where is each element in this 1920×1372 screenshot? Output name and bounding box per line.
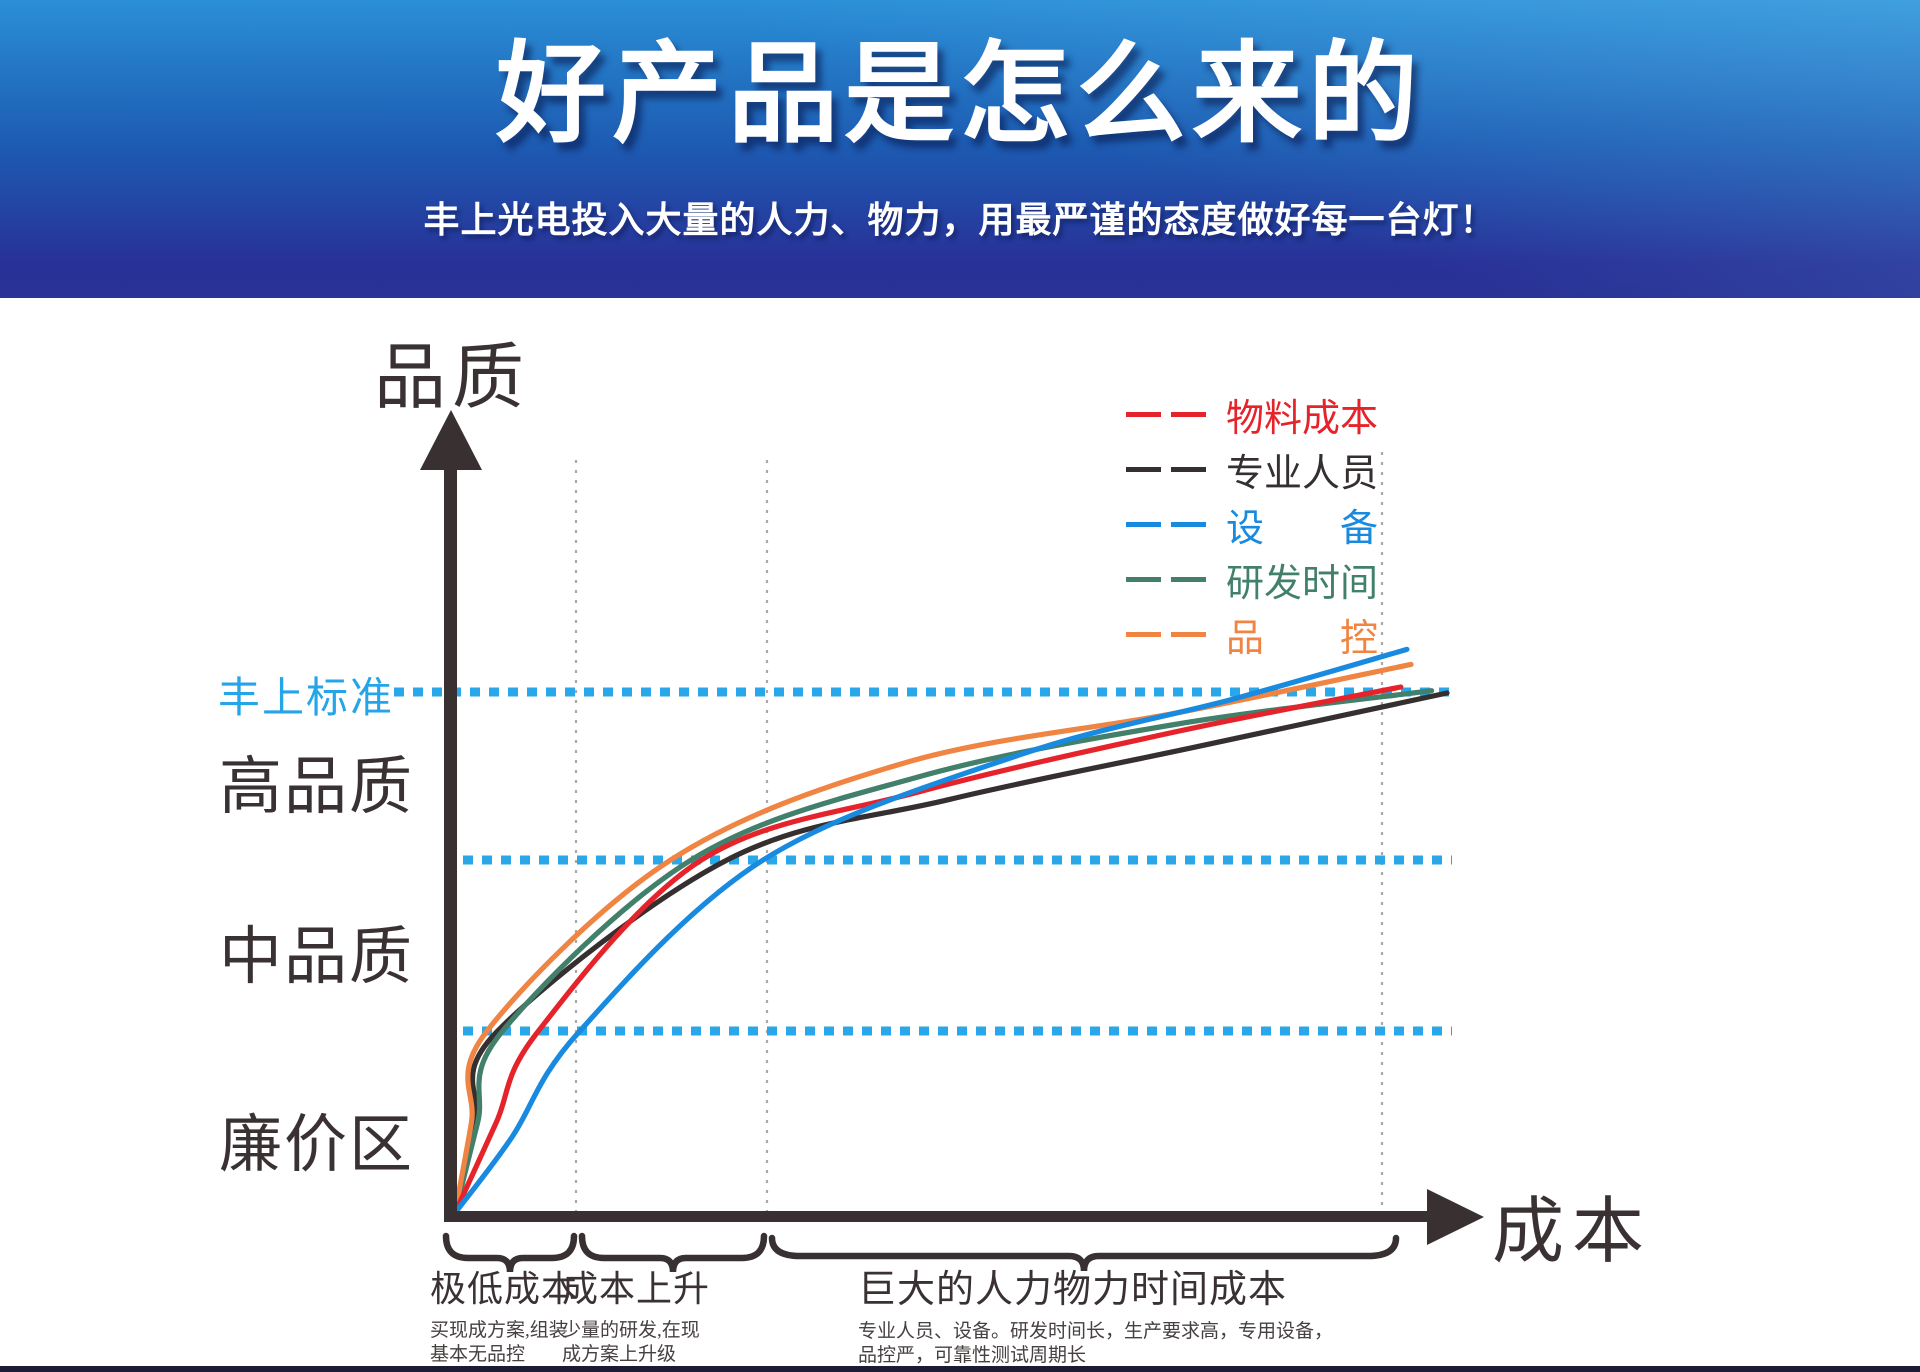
legend-label: 专业人员 bbox=[1226, 453, 1379, 495]
legend-item-equipment: 设备 bbox=[1126, 497, 1378, 552]
bottom-border-bar bbox=[0, 1366, 1920, 1372]
curve-material-cost bbox=[452, 684, 1404, 1216]
page-subtitle: 丰上光电投入大量的人力、物力，用最严谨的态度做好每一台灯！ bbox=[423, 199, 1497, 240]
x-axis-arrow-icon bbox=[1427, 1189, 1484, 1245]
legend-item-material-cost: 物料成本 bbox=[1126, 387, 1378, 442]
axes bbox=[420, 410, 1484, 1245]
note-line: 基本无品控 bbox=[430, 1344, 526, 1365]
legend-item-quality-control: 品控 bbox=[1126, 607, 1378, 662]
legend-dash-icon bbox=[1126, 522, 1206, 527]
cost-section-title: 巨大的人力物力时间成本 bbox=[858, 1269, 1288, 1311]
legend: 物料成本 专业人员 设备 研发时间 品控 bbox=[1126, 387, 1378, 662]
page-title: 好产品是怎么来的 bbox=[496, 33, 1424, 156]
curve-rd-time bbox=[452, 688, 1435, 1216]
cost-section-note: 买现成方案,组装 基本无品控 bbox=[430, 1319, 578, 1367]
note-line: 买现成方案,组装 bbox=[430, 1320, 568, 1341]
cost-section-low: 极低成本 买现成方案,组装 基本无品控 bbox=[430, 1260, 578, 1367]
legend-dash-icon bbox=[1126, 632, 1206, 637]
note-line: 少量的研发,在现 bbox=[562, 1320, 700, 1341]
cost-section-note: 少量的研发,在现 成方案上升级 bbox=[562, 1319, 710, 1367]
cost-section-note: 专业人员、设备。研发时间长，生产要求高，专用设备， 品控严，可靠性测试周期长 bbox=[858, 1320, 1333, 1368]
header-banner: 好产品是怎么来的 丰上光电投入大量的人力、物力，用最严谨的态度做好每一台灯！ bbox=[0, 0, 1920, 298]
x-axis-title: 成本 bbox=[1492, 1192, 1653, 1272]
curve-quality-control bbox=[452, 661, 1414, 1216]
brace-huge-cost bbox=[768, 1234, 1400, 1272]
y-axis-line bbox=[444, 462, 457, 1222]
region-label-mid: 中品质 bbox=[219, 922, 414, 992]
cost-section-title: 极低成本 bbox=[430, 1269, 579, 1309]
curves-group bbox=[452, 646, 1450, 1216]
y-axis-title: 品质 bbox=[374, 338, 531, 418]
legend-item-professionals: 专业人员 bbox=[1126, 442, 1378, 497]
note-line: 品控严，可靠性测试周期长 bbox=[858, 1345, 1087, 1366]
cost-section-huge: 巨大的人力物力时间成本 专业人员、设备。研发时间长，生产要求高，专用设备， 品控… bbox=[858, 1258, 1333, 1368]
region-label-cheap: 廉价区 bbox=[219, 1110, 414, 1180]
cost-section-title: 成本上升 bbox=[562, 1269, 711, 1309]
legend-label: 研发时间 bbox=[1226, 563, 1379, 605]
x-axis-line bbox=[444, 1211, 1428, 1222]
curve-equipment bbox=[452, 646, 1410, 1216]
standard-line-label: 丰上标准 bbox=[218, 676, 395, 722]
legend-label: 品控 bbox=[1226, 618, 1378, 660]
y-axis-arrow-icon bbox=[420, 410, 482, 470]
legend-label: 设备 bbox=[1226, 508, 1378, 550]
brace-low-cost bbox=[442, 1232, 578, 1273]
legend-label: 物料成本 bbox=[1226, 398, 1379, 440]
legend-dash-icon bbox=[1126, 577, 1206, 582]
note-line: 成方案上升级 bbox=[562, 1344, 677, 1365]
legend-dash-icon bbox=[1126, 467, 1206, 472]
legend-item-rd-time: 研发时间 bbox=[1126, 552, 1378, 607]
cost-section-braces bbox=[442, 1232, 1400, 1273]
note-line: 专业人员、设备。研发时间长，生产要求高，专用设备， bbox=[858, 1321, 1334, 1342]
curve-professionals bbox=[452, 690, 1450, 1216]
legend-dash-icon bbox=[1126, 412, 1206, 417]
region-label-high: 高品质 bbox=[219, 752, 414, 822]
cost-marker-lines bbox=[574, 452, 1384, 1211]
cost-section-rising: 成本上升 少量的研发,在现 成方案上升级 bbox=[562, 1260, 710, 1367]
brace-rising-cost bbox=[578, 1232, 768, 1273]
